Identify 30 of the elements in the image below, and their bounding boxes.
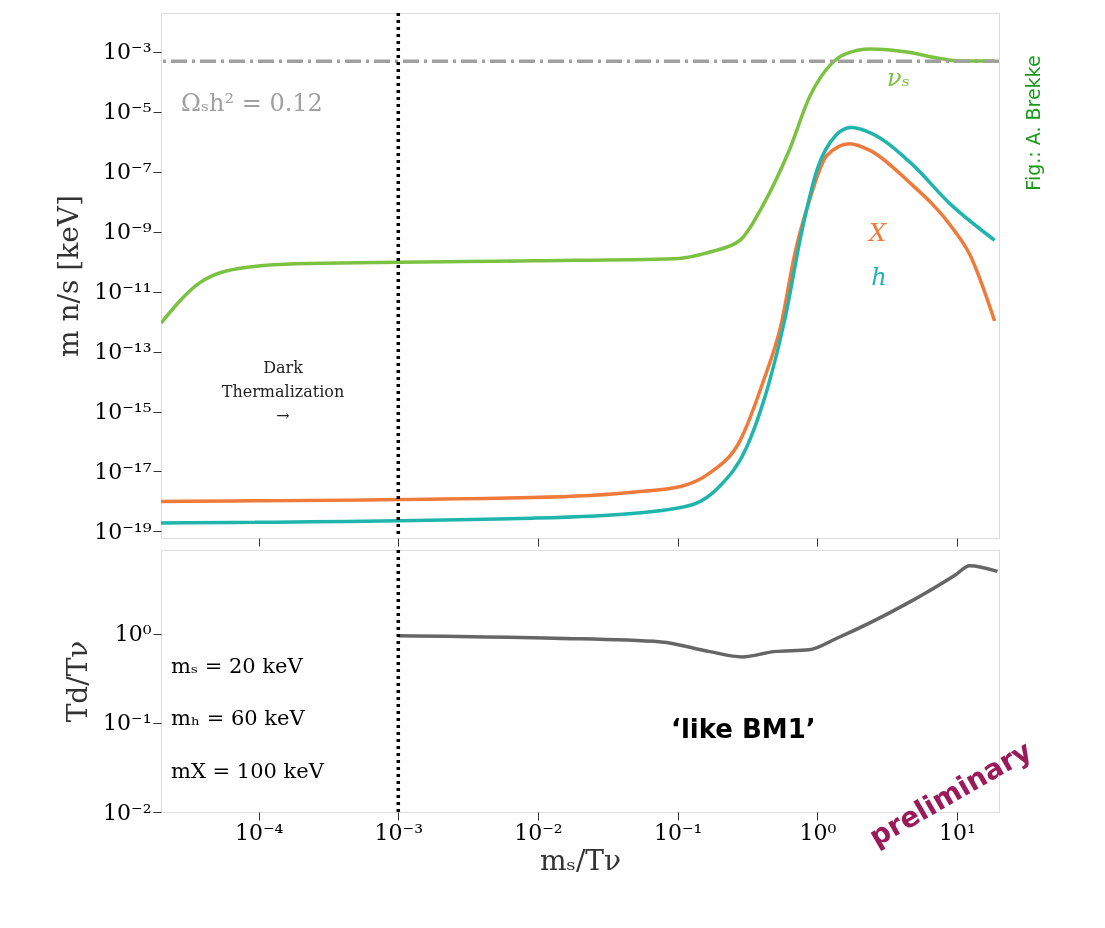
y-tick-label: 10⁻⁵ bbox=[103, 99, 152, 125]
y-tick-label: 10⁻¹³ bbox=[94, 339, 152, 365]
y-tick-label: 10⁻⁷ bbox=[103, 159, 152, 185]
annotation: Dark Thermalization → bbox=[221, 358, 345, 425]
y-tick-label: 10⁻³ bbox=[103, 39, 152, 65]
annotation: Ωₛh² = 0.12 bbox=[181, 89, 323, 117]
x-tick-label: 10⁻³ bbox=[374, 819, 424, 845]
y-tick-label: 10⁰ bbox=[114, 621, 152, 647]
annotation: mₛ = 20 keV bbox=[171, 654, 304, 678]
y-tick-label: 10⁻¹¹ bbox=[94, 279, 152, 305]
y-axis-title: Td/Tν bbox=[61, 640, 95, 723]
series-label: X bbox=[866, 218, 887, 247]
y-axis-title: m n/s [keV] bbox=[52, 195, 86, 357]
y-tick-label: 10⁻¹⁹ bbox=[94, 518, 152, 544]
text: h bbox=[871, 262, 887, 291]
text: Fig.: A. Brekke bbox=[1022, 55, 1044, 191]
y-tick-label: 10⁻² bbox=[103, 799, 152, 825]
x-tick-label: 10⁻¹ bbox=[653, 819, 703, 845]
x-tick-label: 10⁰ bbox=[799, 819, 837, 845]
annotation: ‘like BM1’ bbox=[671, 714, 816, 744]
y-tick-label: 10⁻¹ bbox=[103, 710, 152, 736]
series-label: νₛ bbox=[887, 63, 910, 92]
y-tick-label: 10⁻⁹ bbox=[103, 219, 152, 245]
annotation: mX = 100 keV bbox=[171, 759, 325, 783]
annotation: mₕ = 60 keV bbox=[171, 706, 306, 730]
x-tick-label: 10⁻⁴ bbox=[234, 819, 284, 845]
x-tick-label: 10⁻² bbox=[514, 819, 563, 845]
y-tick-label: 10⁻¹⁵ bbox=[94, 399, 152, 425]
x-axis-title: mₛ/Tν bbox=[539, 843, 622, 877]
y-tick-label: 10⁻¹⁷ bbox=[94, 458, 152, 484]
